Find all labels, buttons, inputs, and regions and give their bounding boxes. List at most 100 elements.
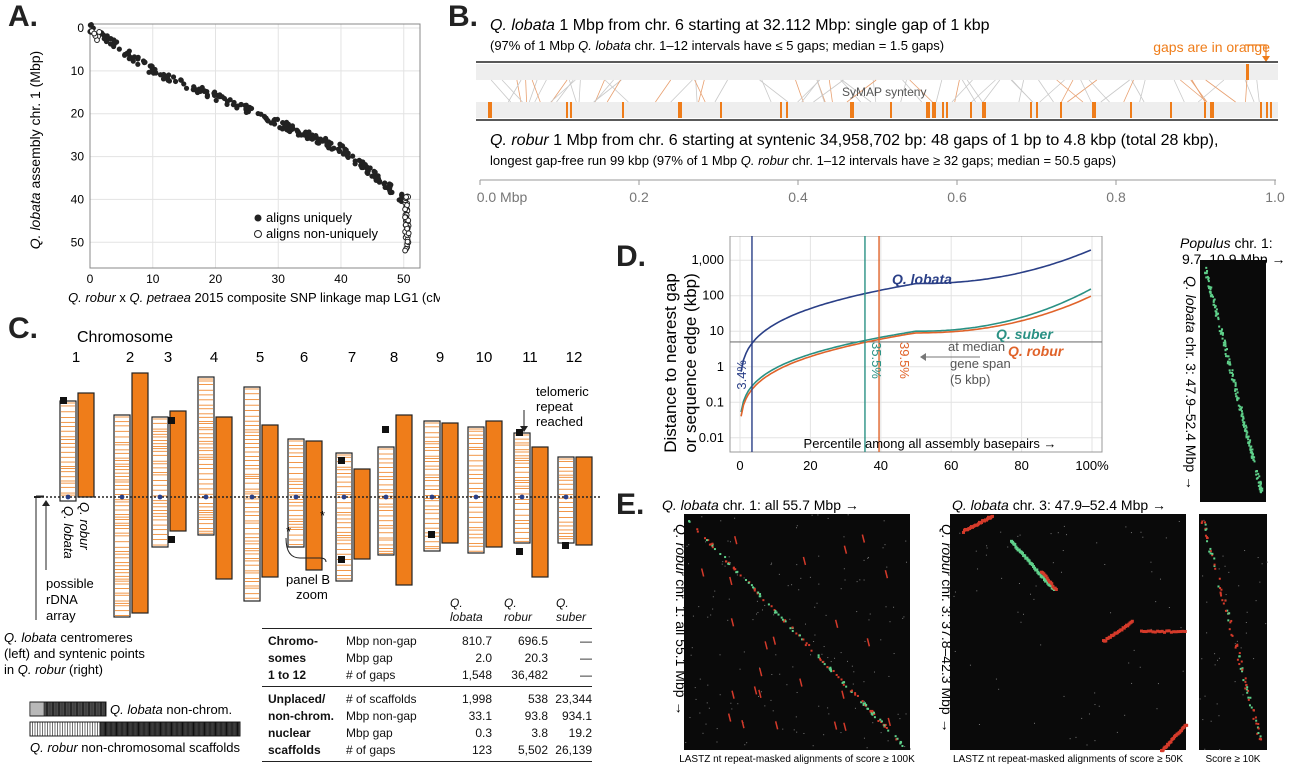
dot-noise [795,527,797,529]
dot-noise [809,576,811,578]
dot-alignment [883,725,886,728]
b-gap-bottom [942,102,944,118]
panel-a-grid [89,24,420,268]
dot-noise [772,710,774,712]
dot-inversion [700,568,705,577]
dot-alignment [1234,384,1237,387]
dot-inversion [841,690,845,699]
dot-alignment [1245,430,1248,433]
dot-alignment [861,700,864,703]
dot-alignment [767,603,770,606]
dot-alignment [826,666,829,669]
dot-noise [1178,520,1180,522]
dot-alignment [1218,577,1221,580]
dot-noise [909,748,911,750]
dot-noise [1206,632,1208,634]
dot-alignment [710,543,713,546]
dot-noise [1020,621,1022,623]
a-point-unique [296,130,302,136]
b-synteny-link [1061,79,1074,103]
dot-noise [757,695,759,697]
centromere-dot [519,494,525,500]
b-gap-bottom [926,102,928,118]
dot-alignment [1201,520,1204,523]
table-cell: 2.0 [475,651,492,665]
dot-alignment [880,720,883,723]
dot-noise [692,615,694,617]
dot-noise [796,564,798,566]
panel-a-xlabel: Q. robur x Q. petraea 2015 composite SNP… [68,290,440,305]
a-ytick-label: 0 [77,21,84,35]
b-synteny-link [1205,79,1236,103]
b-synteny-link [828,79,833,103]
a-point-unique [310,133,317,139]
dot-noise [1150,561,1152,563]
dot-alignment [1240,406,1243,409]
b-synteny-link [1131,79,1145,103]
dot-alignment [1258,488,1261,491]
dot-alignment [1209,550,1212,553]
dot-alignment [1235,395,1238,398]
dot-alignment [1226,362,1229,365]
dot-alignment [1222,602,1225,605]
dot-alignment [1261,489,1264,492]
dot-noise [702,732,704,734]
dot-noise [1225,594,1227,596]
dot-noise [1124,714,1126,716]
telomere-marker [338,556,345,563]
dot-alignment [1208,550,1211,553]
dot-alignment [887,729,890,732]
dot-alignment [1241,667,1244,670]
dot-alignment [823,663,826,666]
dot-alignment [1146,629,1150,633]
dot-alignment [1211,552,1214,555]
dot-alignment [1205,266,1208,269]
dot-noise [1180,627,1182,629]
dot-alignment [1221,333,1224,336]
dot-noise [705,541,707,543]
dot-alignment [1219,587,1222,590]
dot-alignment [1208,287,1211,290]
dot-noise [793,729,795,731]
b-gap-bottom [1270,102,1272,118]
dot-noise [840,652,842,654]
dot-noise [976,590,978,592]
table-row-label: Mbp non-gap [346,634,417,648]
dot-alignment [1142,630,1146,634]
centromere-dot [293,494,299,500]
dot-noise [834,657,836,659]
dot-noise [1050,533,1052,535]
dot-alignment [1246,431,1249,434]
a-ytick-label: 10 [71,64,85,78]
dotplot-left-points [685,514,911,750]
dot-alignment [1206,275,1209,278]
dot-noise [1234,681,1236,683]
b-synteny-link [909,79,933,103]
dot-alignment [986,517,989,521]
dot-alignment [1255,722,1258,725]
dot-alignment [864,704,867,707]
dot-alignment [871,709,874,712]
dot-noise [758,667,760,669]
dot-noise [756,600,758,602]
b-synteny-link [759,79,789,103]
dot-alignment [727,562,730,565]
a-point-nonunique [402,206,408,213]
star-left: * [286,524,291,539]
dot-alignment [1253,456,1256,459]
dot-noise [1240,647,1242,649]
dot-alignment [1207,280,1210,283]
dot-alignment [1205,536,1208,539]
dot-alignment [1231,374,1234,377]
g1-label-3: 1 to 12 [268,668,307,682]
dot-noise [691,647,693,649]
dot-noise [1255,600,1257,602]
dot-noise [867,557,869,559]
dot-alignment [725,560,728,563]
panel-a-ticks: 0 10 20 30 40 50 0 10 20 30 40 50 [71,21,411,286]
dot-alignment [791,630,794,633]
dot-alignment [842,683,845,686]
dot-alignment [1206,270,1209,273]
dot-noise [995,678,997,680]
d-ytick-label: 0.01 [699,430,724,445]
